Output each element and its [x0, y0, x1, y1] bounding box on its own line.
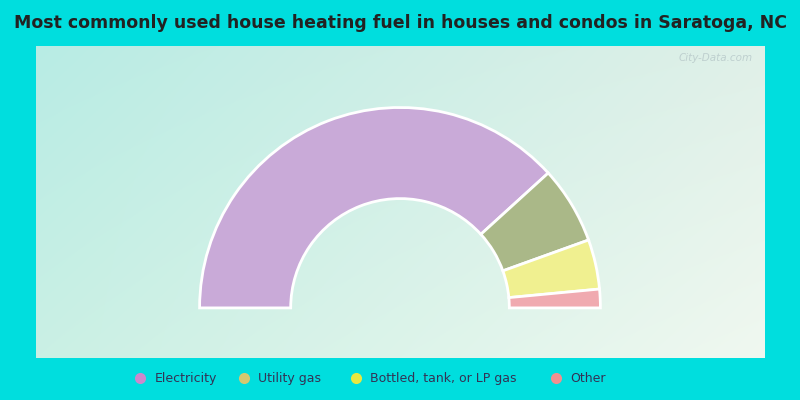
Text: Other: Other — [570, 372, 606, 385]
Wedge shape — [481, 173, 589, 271]
Wedge shape — [503, 240, 599, 298]
Wedge shape — [199, 108, 548, 308]
Text: Most commonly used house heating fuel in houses and condos in Saratoga, NC: Most commonly used house heating fuel in… — [14, 14, 786, 32]
Wedge shape — [509, 289, 601, 308]
Text: City-Data.com: City-Data.com — [679, 53, 753, 63]
Text: Bottled, tank, or LP gas: Bottled, tank, or LP gas — [370, 372, 517, 385]
Text: Utility gas: Utility gas — [258, 372, 322, 385]
Text: Electricity: Electricity — [154, 372, 217, 385]
